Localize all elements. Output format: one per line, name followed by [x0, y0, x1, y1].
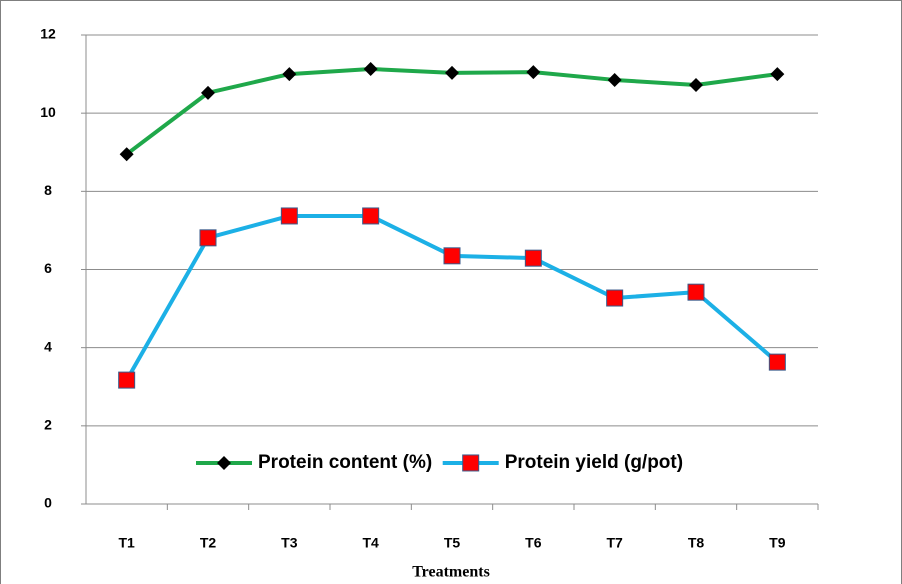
data-point [199, 229, 217, 247]
data-point [443, 247, 461, 265]
x-tick-label: T6 [525, 535, 542, 551]
y-tick-label: 0 [44, 495, 52, 511]
data-point [606, 289, 624, 307]
data-point [362, 207, 380, 225]
x-tick-label: T1 [118, 535, 135, 551]
data-point [607, 72, 622, 87]
y-tick-label: 10 [40, 104, 56, 120]
data-point [770, 67, 785, 82]
y-tick-label: 8 [44, 182, 52, 198]
x-axis-label: Treatments [412, 564, 490, 581]
x-tick-label: T8 [688, 535, 705, 551]
data-point [768, 353, 786, 371]
data-point [280, 207, 298, 225]
data-point [687, 283, 705, 301]
x-tick-label: T7 [606, 535, 623, 551]
y-tick-label: 2 [44, 417, 52, 433]
y-tick-label: 12 [40, 26, 56, 42]
data-point [689, 78, 703, 93]
y-tick-label: 6 [44, 260, 52, 276]
legend-label: Protein yield (g/pot) [505, 452, 683, 473]
data-point [119, 147, 134, 162]
data-point [445, 65, 459, 80]
legend-label: Protein content (%) [258, 452, 432, 473]
data-point [282, 67, 297, 82]
legend-marker [217, 455, 231, 470]
x-tick-label: T5 [444, 535, 461, 551]
x-tick-label: T4 [362, 535, 379, 551]
data-point [363, 62, 378, 77]
y-tick-label: 4 [44, 338, 52, 354]
x-tick-label: T9 [769, 535, 786, 551]
data-point [524, 249, 542, 267]
data-point [201, 85, 215, 100]
data-point [526, 65, 541, 80]
x-tick-label: T2 [200, 535, 217, 551]
x-tick-label: T3 [281, 535, 298, 551]
legend-marker [462, 454, 480, 472]
data-point [118, 371, 136, 389]
